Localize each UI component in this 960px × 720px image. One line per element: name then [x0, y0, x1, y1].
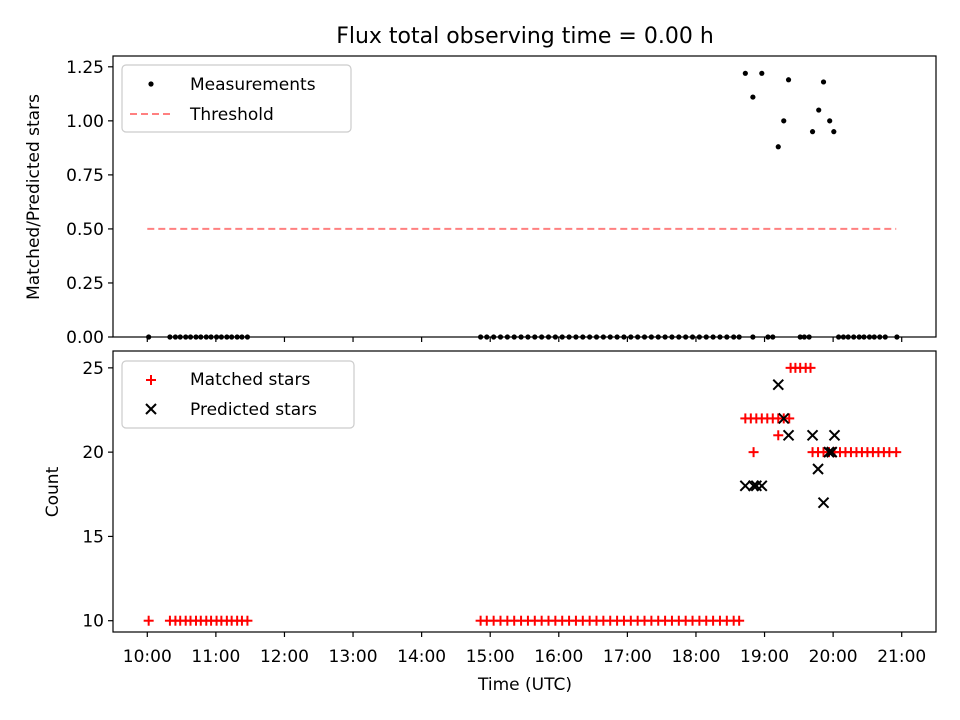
legend-predicted-marker	[145, 403, 157, 415]
predicted-stars-point	[828, 429, 841, 441]
matched-stars-point	[784, 413, 795, 424]
bottom-plot-area	[143, 362, 902, 626]
legend-measurements-label: Measurements	[190, 75, 316, 95]
y-tick-label: 15	[82, 527, 104, 547]
predicted-stars-point	[778, 412, 790, 425]
predicted-stars-point	[739, 480, 752, 492]
legend-threshold-label: Threshold	[189, 105, 274, 125]
predicted-stars-point	[806, 429, 819, 441]
x-tick-label: 17:00	[603, 647, 652, 667]
measurement-point	[781, 118, 787, 124]
x-tick-label: 13:00	[329, 647, 378, 667]
top-ylabel: Matched/Predicted stars	[24, 94, 44, 300]
top-legend: Measurements Threshold	[121, 64, 352, 133]
bottom-panel: Count Time (UTC) Matched stars Predicted…	[43, 350, 937, 695]
predicted-stars-point	[772, 379, 784, 391]
matched-stars-point	[242, 615, 253, 626]
matched-stars-point	[734, 615, 745, 626]
matched-stars-point	[891, 447, 902, 458]
predicted-stars-point	[817, 497, 830, 509]
legend-matched-label: Matched stars	[190, 370, 310, 390]
measurement-point	[820, 79, 827, 85]
predicted-stars-point	[756, 480, 768, 492]
top-panel: Matched/Predicted stars Measurements Thr…	[24, 55, 937, 348]
y-tick-label: 1.25	[66, 58, 104, 78]
legend-measurements-marker	[148, 81, 154, 87]
predicted-stars-point	[747, 480, 760, 492]
y-tick-label: 0.00	[66, 328, 104, 348]
y-tick-label: 10	[82, 612, 104, 632]
matched-stars-point	[773, 430, 784, 441]
measurement-point	[742, 70, 748, 76]
x-tick-label: 16:00	[534, 647, 583, 667]
x-tick-label: 15:00	[466, 647, 515, 667]
x-tick-label: 14:00	[397, 647, 446, 667]
matched-stars-point	[748, 447, 759, 458]
predicted-stars-point	[782, 429, 795, 441]
measurement-point	[750, 94, 756, 100]
x-tick-label: 19:00	[740, 647, 789, 667]
x-tick-label: 20:00	[809, 647, 858, 667]
measurement-point	[759, 70, 765, 76]
y-tick-label: 0.25	[66, 274, 104, 294]
bottom-legend-box	[121, 360, 355, 429]
y-tick-label: 20	[82, 443, 104, 463]
measurement-point	[775, 144, 781, 150]
measurement-point	[831, 129, 837, 135]
x-tick-label: 18:00	[671, 647, 720, 667]
y-tick-label: 0.75	[66, 166, 104, 186]
top-legend-box	[121, 64, 352, 133]
chart-title: Flux total observing time = 0.00 h	[336, 24, 714, 49]
predicted-stars-point	[826, 446, 838, 458]
legend-predicted-label: Predicted stars	[190, 400, 317, 420]
measurement-point	[827, 118, 833, 124]
predicted-stars-point	[812, 463, 824, 475]
measurement-point	[809, 129, 816, 135]
measurement-point	[785, 77, 792, 83]
bottom-axes-frame	[112, 350, 937, 633]
x-tick-label: 10:00	[123, 647, 172, 667]
matched-stars-point	[805, 362, 816, 373]
matched-stars-point	[143, 615, 154, 626]
x-tick-label: 11:00	[191, 647, 240, 667]
predicted-stars-point	[823, 446, 835, 458]
bottom-xlabel: Time (UTC)	[477, 675, 572, 695]
measurement-point	[816, 107, 822, 113]
legend-matched-marker	[146, 375, 156, 385]
top-axes-frame	[112, 55, 937, 338]
bottom-ylabel: Count	[43, 466, 63, 517]
bottom-legend: Matched stars Predicted stars	[121, 360, 355, 429]
y-tick-label: 25	[82, 359, 104, 379]
x-tick-label: 21:00	[877, 647, 926, 667]
x-tick-label: 12:00	[260, 647, 309, 667]
y-tick-label: 1.00	[66, 112, 104, 132]
y-tick-label: 0.50	[66, 220, 104, 240]
